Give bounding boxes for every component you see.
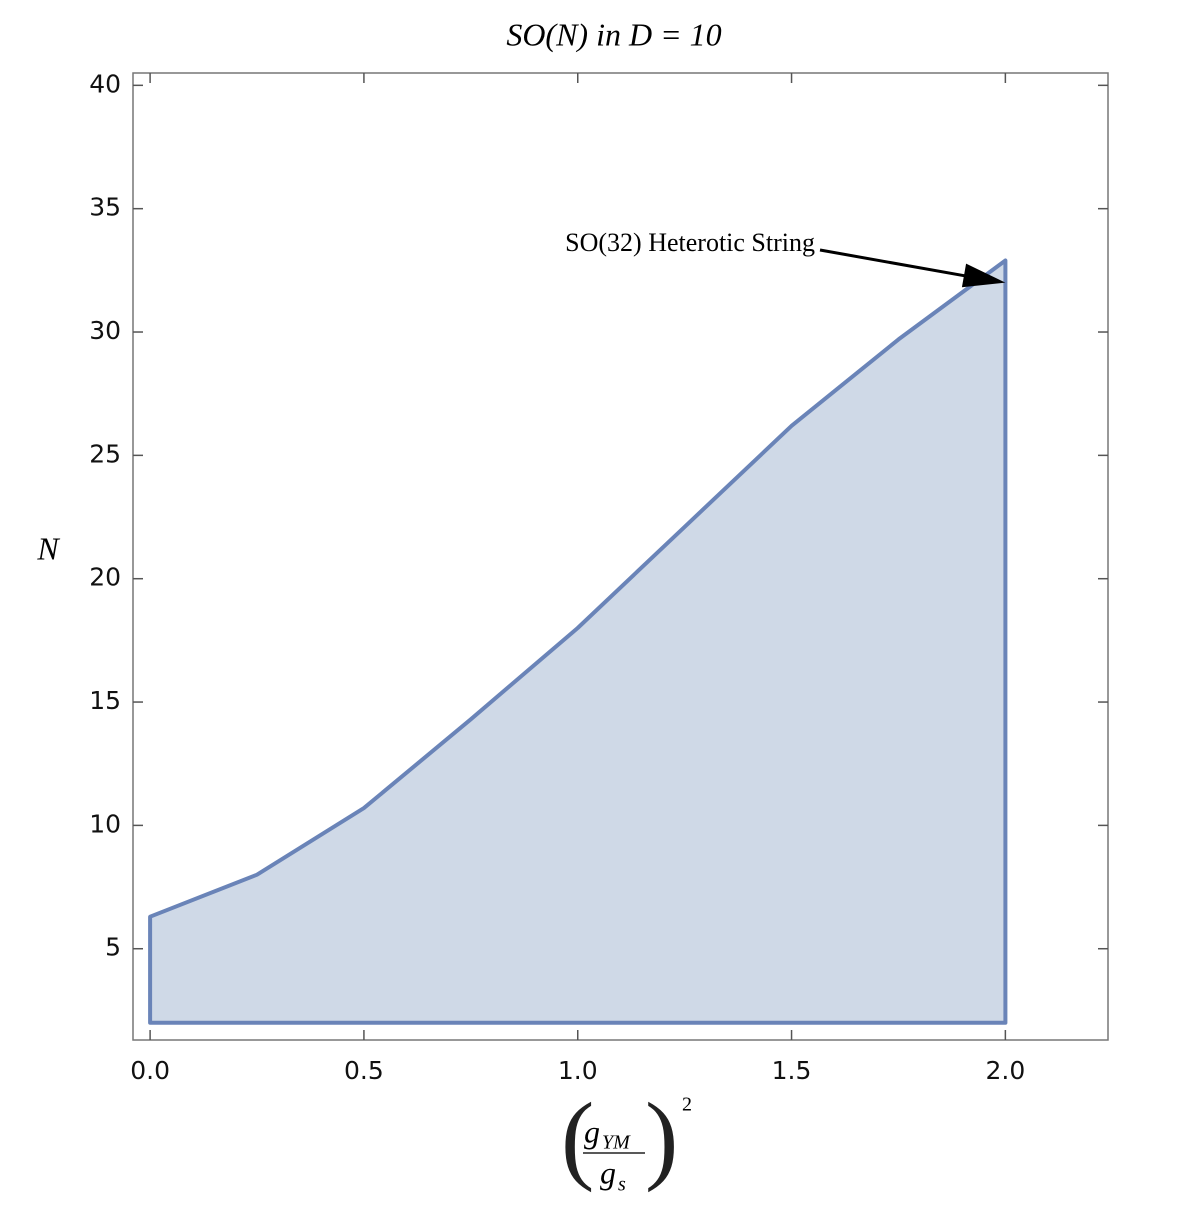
x-tick-label: 1.0	[558, 1056, 598, 1085]
paren: (	[561, 1082, 594, 1193]
power: 2	[682, 1094, 692, 1116]
annotation-label: SO(32) Heterotic String	[565, 228, 815, 257]
y-tick-label: 30	[89, 316, 121, 345]
y-tick-label: 15	[89, 686, 121, 715]
x-axis-label: ( ) g YM g s 2	[561, 1082, 692, 1196]
x-tick-label: 0.5	[344, 1056, 384, 1085]
y-tick-label: 40	[89, 69, 121, 98]
paren: )	[645, 1082, 678, 1193]
arrow-head	[961, 263, 1006, 288]
x-tick-label: 0.0	[130, 1056, 170, 1085]
y-tick-label: 35	[89, 193, 121, 222]
area	[148, 258, 1008, 1025]
numerator: g	[584, 1113, 600, 1149]
annotation-arrow	[819, 248, 976, 280]
numerator-sub: YM	[602, 1132, 631, 1154]
x-tick-label: 1.5	[772, 1056, 812, 1085]
denominator-sub: s	[618, 1174, 626, 1196]
y-tick-label: 20	[89, 563, 121, 592]
y-axis-label: N	[36, 530, 60, 566]
chart-title: SO(N) in D = 10	[506, 16, 721, 52]
y-tick-label: 5	[105, 933, 121, 962]
y-tick-label: 25	[89, 439, 121, 468]
denominator: g	[600, 1154, 616, 1190]
y-tick-label: 10	[89, 809, 121, 838]
plot-frame	[132, 72, 1109, 1041]
x-tick-label: 2.0	[985, 1056, 1025, 1085]
